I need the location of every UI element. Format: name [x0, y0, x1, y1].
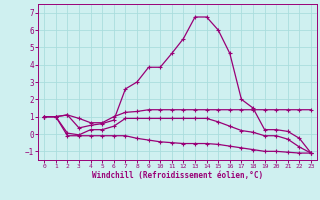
X-axis label: Windchill (Refroidissement éolien,°C): Windchill (Refroidissement éolien,°C)	[92, 171, 263, 180]
